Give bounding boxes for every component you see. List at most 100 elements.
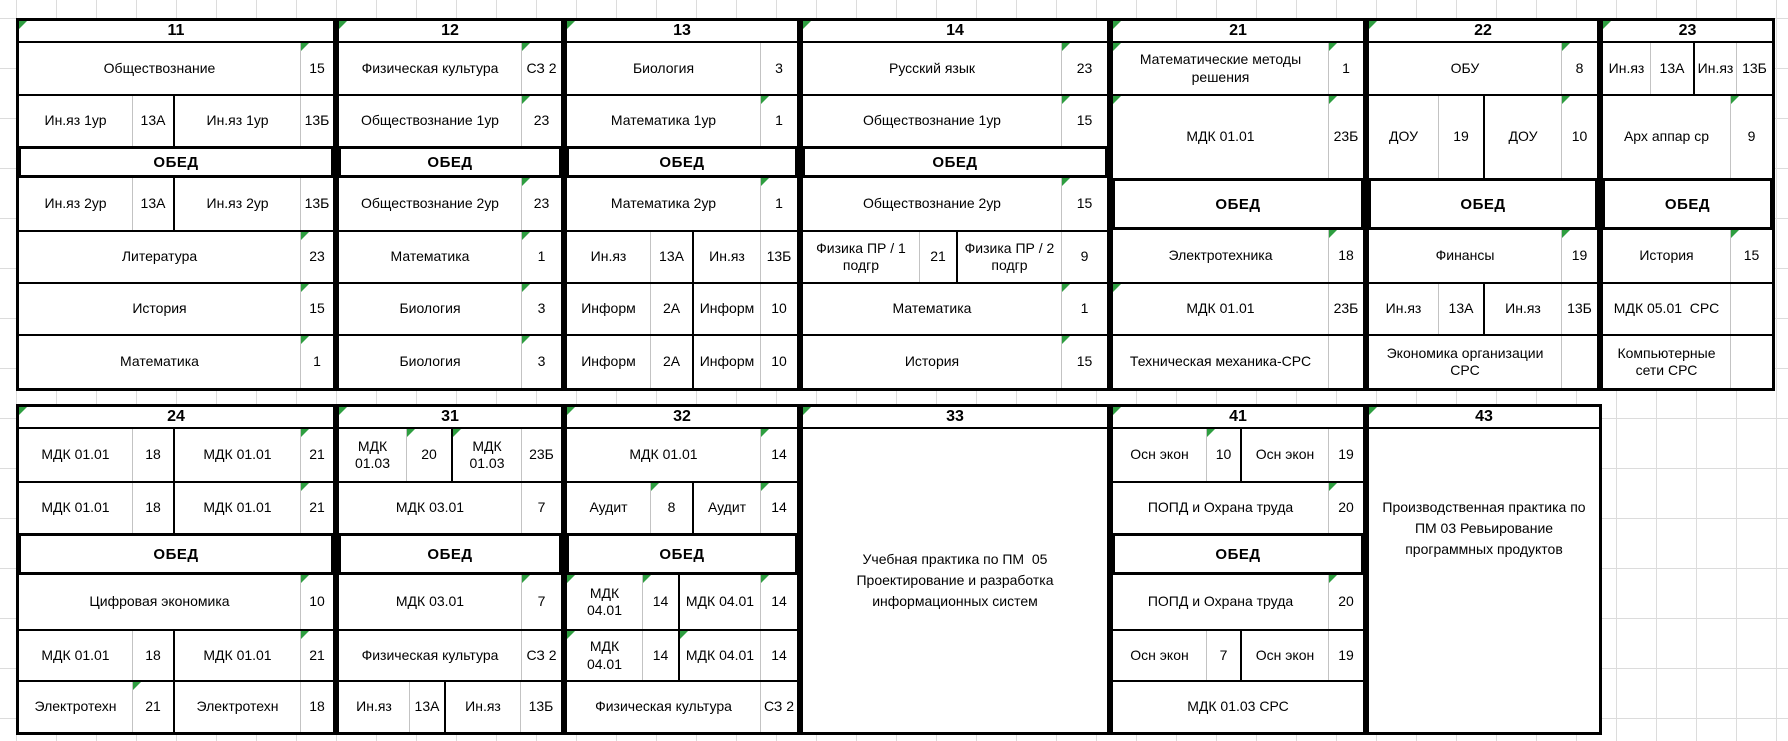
room-cell[interactable]: 9 xyxy=(1730,96,1772,178)
lunch-row-cell[interactable]: ОБЕД xyxy=(1113,533,1363,575)
subject-cell[interactable]: МДК 04.01 xyxy=(678,575,760,629)
room-cell[interactable] xyxy=(1561,336,1597,388)
group-header-cell[interactable]: 24 xyxy=(19,407,333,429)
subject-cell[interactable]: МДК 03.01 xyxy=(339,483,521,533)
room-cell[interactable]: 21 xyxy=(300,631,333,680)
room-cell[interactable]: 1 xyxy=(521,232,561,282)
lunch-row-cell[interactable]: ОБЕД xyxy=(339,146,561,178)
merged-practice-cell[interactable]: Производственная практика по ПМ 03 Ревьи… xyxy=(1369,429,1599,732)
subject-cell[interactable]: Ин.яз xyxy=(1693,43,1736,94)
room-cell[interactable]: 15 xyxy=(300,284,333,334)
room-cell[interactable]: 1 xyxy=(760,96,797,146)
subject-cell[interactable]: Ин.яз 1ур xyxy=(173,96,300,146)
subject-cell[interactable]: Цифровая экономика xyxy=(19,575,300,629)
room-cell[interactable]: 18 xyxy=(132,429,173,481)
subject-cell[interactable]: Обществознание 2ур xyxy=(803,178,1061,230)
room-cell[interactable]: 23Б xyxy=(521,429,561,481)
room-cell[interactable]: 19 xyxy=(1328,429,1363,481)
subject-cell[interactable]: Ин.яз xyxy=(1483,284,1561,334)
room-cell[interactable]: 21 xyxy=(132,682,173,732)
group-header-cell[interactable]: 13 xyxy=(567,21,797,43)
subject-cell[interactable]: Осн экон xyxy=(1113,631,1206,680)
subject-cell[interactable]: Обществознание 1ур xyxy=(339,96,521,146)
subject-cell[interactable]: Математика 1ур xyxy=(567,96,760,146)
subject-cell[interactable]: Литература xyxy=(19,232,300,282)
subject-cell[interactable]: Электротехника xyxy=(1113,230,1328,282)
subject-cell[interactable]: МДК 01.01 xyxy=(1113,96,1328,178)
subject-cell[interactable]: Обществознание 1ур xyxy=(803,96,1061,146)
lunch-row-cell[interactable]: ОБЕД xyxy=(567,533,797,575)
room-cell[interactable]: 18 xyxy=(1328,230,1363,282)
room-cell[interactable]: 13А xyxy=(1438,284,1483,334)
group-header-cell[interactable]: 12 xyxy=(339,21,561,43)
room-cell[interactable]: 9 xyxy=(1061,232,1107,282)
subject-cell[interactable]: Арх аппар ср xyxy=(1603,96,1730,178)
group-header-cell[interactable]: 21 xyxy=(1113,21,1363,43)
room-cell[interactable]: 13А xyxy=(650,232,692,282)
lunch-row-cell[interactable]: ОБЕД xyxy=(1113,178,1363,230)
subject-cell[interactable]: История xyxy=(803,336,1061,388)
subject-cell[interactable]: ПОПД и Охрана труда xyxy=(1113,483,1328,533)
room-cell[interactable]: 21 xyxy=(300,483,333,533)
group-header-cell[interactable]: 33 xyxy=(803,407,1107,429)
room-cell[interactable]: 15 xyxy=(1730,230,1772,282)
room-cell[interactable]: 23 xyxy=(521,96,561,146)
room-cell[interactable] xyxy=(1328,336,1363,388)
subject-cell[interactable]: ПОПД и Охрана труда xyxy=(1113,575,1328,629)
room-cell[interactable]: 13А xyxy=(132,96,173,146)
room-cell[interactable]: СЗ 2 xyxy=(521,631,561,680)
group-header-cell[interactable]: 23 xyxy=(1603,21,1772,43)
room-cell[interactable]: 18 xyxy=(132,483,173,533)
room-cell[interactable]: 15 xyxy=(1061,336,1107,388)
room-cell[interactable]: 20 xyxy=(1328,575,1363,629)
room-cell[interactable]: 13Б xyxy=(1561,284,1597,334)
room-cell[interactable]: 20 xyxy=(1328,483,1363,533)
room-cell[interactable] xyxy=(1730,336,1772,388)
subject-cell[interactable]: Биология xyxy=(339,336,521,388)
subject-cell[interactable]: Ин.яз xyxy=(1369,284,1438,334)
group-header-cell[interactable]: 14 xyxy=(803,21,1107,43)
room-cell[interactable]: 23 xyxy=(521,178,561,230)
subject-cell[interactable]: МДК 03.01 xyxy=(339,575,521,629)
room-cell[interactable]: 13А xyxy=(409,682,444,732)
subject-cell[interactable]: МДК 01.03 СРС xyxy=(1113,682,1363,732)
subject-cell[interactable]: Ин.яз xyxy=(444,682,520,732)
room-cell[interactable]: 7 xyxy=(521,483,561,533)
subject-cell[interactable]: Информ xyxy=(692,336,760,388)
lunch-row-cell[interactable]: ОБЕД xyxy=(567,146,797,178)
subject-cell[interactable]: МДК 01.01 xyxy=(19,483,132,533)
subject-cell[interactable]: МДК 04.01 xyxy=(567,631,642,680)
room-cell[interactable]: 13Б xyxy=(760,232,797,282)
room-cell[interactable]: 20 xyxy=(406,429,451,481)
room-cell[interactable]: 13Б xyxy=(520,682,561,732)
subject-cell[interactable]: Ин.яз xyxy=(567,232,650,282)
subject-cell[interactable]: ДОУ xyxy=(1369,96,1438,178)
subject-cell[interactable]: МДК 01.01 xyxy=(19,631,132,680)
room-cell[interactable]: 7 xyxy=(521,575,561,629)
subject-cell[interactable]: Осн экон xyxy=(1113,429,1206,481)
room-cell[interactable]: 19 xyxy=(1328,631,1363,680)
subject-cell[interactable]: Осн экон xyxy=(1240,631,1328,680)
room-cell[interactable]: 23Б xyxy=(1328,96,1363,178)
room-cell[interactable]: СЗ 2 xyxy=(521,43,561,94)
subject-cell[interactable]: МДК 01.01 xyxy=(1113,284,1328,334)
subject-cell[interactable]: Осн экон xyxy=(1240,429,1328,481)
subject-cell[interactable]: Ин.яз 2ур xyxy=(19,178,132,230)
subject-cell[interactable]: Физика ПР / 2 подгр xyxy=(956,232,1061,282)
subject-cell[interactable]: Обществознание xyxy=(19,43,300,94)
room-cell[interactable]: 1 xyxy=(760,178,797,230)
subject-cell[interactable]: МДК 01.03 xyxy=(451,429,521,481)
subject-cell[interactable]: Ин.яз xyxy=(1603,43,1650,94)
room-cell[interactable]: 14 xyxy=(760,429,797,481)
room-cell[interactable]: 10 xyxy=(300,575,333,629)
subject-cell[interactable]: Компьютерные сети СРС xyxy=(1603,336,1730,388)
lunch-row-cell[interactable]: ОБЕД xyxy=(1603,178,1772,230)
subject-cell[interactable]: ДОУ xyxy=(1483,96,1561,178)
subject-cell[interactable]: Ин.яз xyxy=(692,232,760,282)
group-header-cell[interactable]: 43 xyxy=(1369,407,1599,429)
room-cell[interactable]: 1 xyxy=(1061,284,1107,334)
subject-cell[interactable]: Техническая механика-СРС xyxy=(1113,336,1328,388)
subject-cell[interactable]: МДК 01.01 xyxy=(19,429,132,481)
room-cell[interactable]: 1 xyxy=(1328,43,1363,94)
room-cell[interactable]: 10 xyxy=(1561,96,1597,178)
